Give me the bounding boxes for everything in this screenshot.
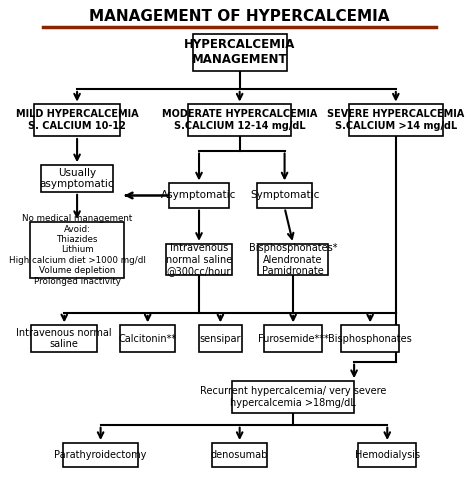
FancyBboxPatch shape (188, 104, 291, 136)
FancyBboxPatch shape (258, 244, 328, 275)
FancyBboxPatch shape (341, 325, 399, 352)
Text: MODERATE HYPERCALCEMIA
S.CALCIUM 12-14 mg/dL: MODERATE HYPERCALCEMIA S.CALCIUM 12-14 m… (162, 109, 318, 131)
FancyBboxPatch shape (169, 183, 229, 207)
Text: Intravenous normal
saline: Intravenous normal saline (17, 328, 112, 349)
Text: Usually
asymptomatic: Usually asymptomatic (40, 168, 114, 189)
FancyBboxPatch shape (41, 165, 113, 192)
Text: SEVERE HYPERCALCEMIA
S.CALCIUM >14 mg/dL: SEVERE HYPERCALCEMIA S.CALCIUM >14 mg/dL (327, 109, 465, 131)
FancyBboxPatch shape (31, 325, 97, 352)
Text: denosumab: denosumab (211, 450, 268, 460)
Text: MANAGEMENT OF HYPERCALCEMIA: MANAGEMENT OF HYPERCALCEMIA (90, 9, 390, 24)
FancyBboxPatch shape (192, 34, 287, 71)
FancyBboxPatch shape (257, 183, 312, 207)
FancyBboxPatch shape (358, 443, 416, 467)
Text: Parathyroidectomy: Parathyroidectomy (55, 450, 147, 460)
Text: Asymptomatic: Asymptomatic (161, 190, 237, 201)
FancyBboxPatch shape (264, 325, 322, 352)
Text: Symptomatic: Symptomatic (250, 190, 319, 201)
Text: No medical management
Avoid:
Thiazides
Lithium
High calcium diet >1000 mg/dl
Vol: No medical management Avoid: Thiazides L… (9, 214, 146, 285)
FancyBboxPatch shape (30, 222, 124, 278)
Text: Bisphosphonates: Bisphosphonates (328, 334, 412, 344)
Text: Intravenous
normal saline
@300cc/hour: Intravenous normal saline @300cc/hour (166, 243, 232, 276)
Text: HYPERCALCEMIA
MANAGEMENT: HYPERCALCEMIA MANAGEMENT (184, 39, 295, 66)
Text: Bisphosphonates*
Alendronate
Pamidronate: Bisphosphonates* Alendronate Pamidronate (249, 243, 337, 276)
Text: sensipar: sensipar (200, 334, 241, 344)
Text: MILD HYPERCALCEMIA
S. CALCIUM 10-12: MILD HYPERCALCEMIA S. CALCIUM 10-12 (16, 109, 138, 131)
FancyBboxPatch shape (349, 104, 443, 136)
FancyBboxPatch shape (63, 443, 138, 467)
FancyBboxPatch shape (199, 325, 242, 352)
FancyBboxPatch shape (232, 381, 354, 413)
FancyBboxPatch shape (34, 104, 120, 136)
Text: Recurrent hypercalcemia/ very severe
hypercalcemia >18mg/dL: Recurrent hypercalcemia/ very severe hyp… (200, 386, 386, 407)
Text: Furosemide***: Furosemide*** (258, 334, 328, 344)
Text: Calcitonin**: Calcitonin** (118, 334, 177, 344)
FancyBboxPatch shape (212, 443, 267, 467)
Text: Hemodialysis: Hemodialysis (355, 450, 420, 460)
FancyBboxPatch shape (120, 325, 175, 352)
FancyBboxPatch shape (166, 244, 232, 275)
